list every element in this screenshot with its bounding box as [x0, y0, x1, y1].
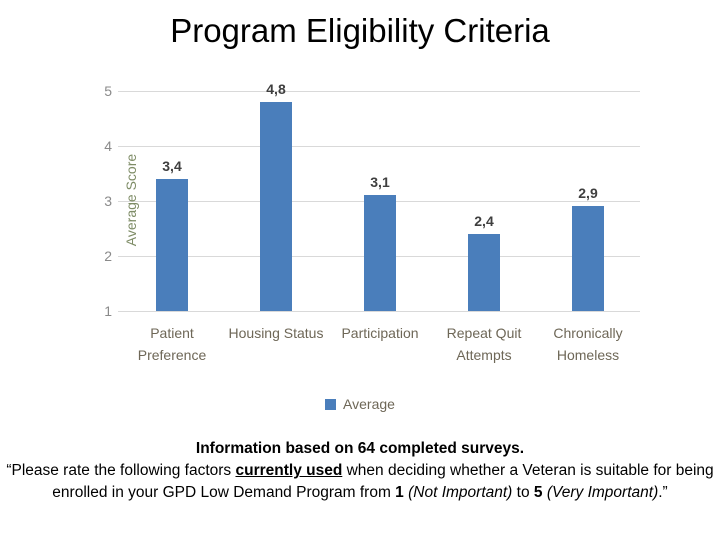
x-category-label: Chronically Homeless — [553, 325, 623, 363]
quote-emphasis: currently used — [235, 462, 343, 479]
survey-count-line: Information based on 64 completed survey… — [195, 440, 525, 457]
x-category-label: Repeat Quit Attempts — [446, 325, 522, 363]
bar-value-label: 3,1 — [370, 174, 390, 190]
gridline — [118, 311, 640, 312]
x-axis-category-labels: Patient Preference Housing Status Partic… — [120, 322, 640, 366]
y-tick-label: 5 — [104, 83, 112, 99]
y-tick-label: 4 — [104, 138, 112, 154]
chart-legend: Average — [0, 396, 720, 412]
gridline — [118, 146, 640, 147]
bar — [364, 195, 396, 311]
bar-value-label: 3,4 — [162, 158, 182, 174]
bar — [572, 206, 604, 311]
bar-column: 3,4 — [120, 0, 224, 311]
bar-column: 3,1 — [328, 0, 432, 311]
footer-note: Information based on 64 completed survey… — [2, 438, 718, 504]
bar — [260, 102, 292, 311]
bar-column: 2,4 — [432, 0, 536, 311]
bar-value-label: 2,4 — [474, 213, 494, 229]
bar-value-label: 4,8 — [266, 81, 286, 97]
bar-chart: 5 4 3 2 1 Average Score 3,4 4,8 3,1 2,4 … — [0, 0, 720, 412]
y-tick-label: 3 — [104, 193, 112, 209]
y-tick-label: 2 — [104, 248, 112, 264]
bar-value-label: 2,9 — [578, 185, 598, 201]
bar-column: 4,8 — [224, 0, 328, 311]
y-tick-label: 1 — [104, 303, 112, 319]
x-category-label: Patient Preference — [137, 325, 207, 363]
slide-title: Program Eligibility Criteria — [170, 12, 550, 49]
x-category-label: Participation — [341, 325, 419, 341]
gridline — [118, 91, 640, 92]
legend-label: Average — [343, 396, 395, 412]
x-category-label: Housing Status — [228, 325, 324, 341]
bar — [156, 179, 188, 311]
legend-swatch-icon — [325, 398, 337, 410]
bar — [468, 234, 500, 311]
survey-quote: “Please rate the following factors curre… — [6, 462, 714, 501]
bar-column: 2,9 — [536, 0, 640, 311]
